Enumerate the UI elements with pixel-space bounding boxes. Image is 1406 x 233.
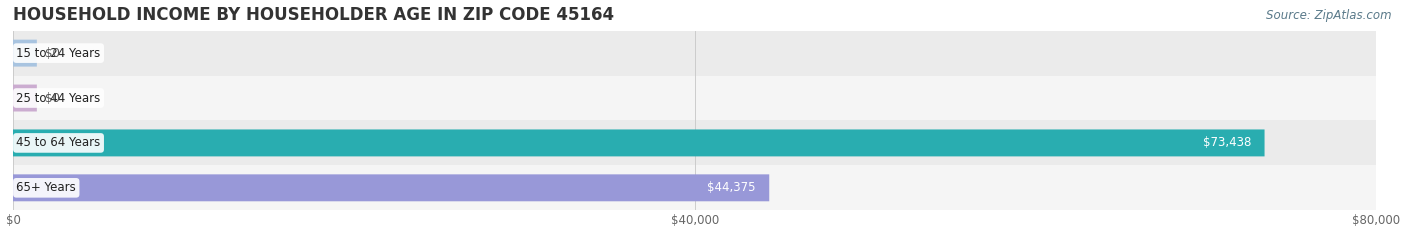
Text: 45 to 64 Years: 45 to 64 Years [17, 137, 101, 149]
FancyBboxPatch shape [13, 40, 37, 67]
FancyBboxPatch shape [13, 85, 37, 112]
Text: 65+ Years: 65+ Years [17, 181, 76, 194]
Bar [13, 165, 1376, 210]
Text: $0: $0 [45, 47, 60, 60]
FancyBboxPatch shape [13, 174, 769, 201]
Text: 25 to 44 Years: 25 to 44 Years [17, 92, 101, 105]
Text: $0: $0 [45, 92, 60, 105]
Text: 15 to 24 Years: 15 to 24 Years [17, 47, 101, 60]
Text: $44,375: $44,375 [707, 181, 755, 194]
Text: $73,438: $73,438 [1202, 137, 1251, 149]
Text: Source: ZipAtlas.com: Source: ZipAtlas.com [1267, 9, 1392, 22]
Bar [13, 75, 1376, 120]
FancyBboxPatch shape [13, 130, 1264, 156]
Text: HOUSEHOLD INCOME BY HOUSEHOLDER AGE IN ZIP CODE 45164: HOUSEHOLD INCOME BY HOUSEHOLDER AGE IN Z… [13, 6, 614, 24]
Bar [13, 120, 1376, 165]
Bar [13, 31, 1376, 75]
